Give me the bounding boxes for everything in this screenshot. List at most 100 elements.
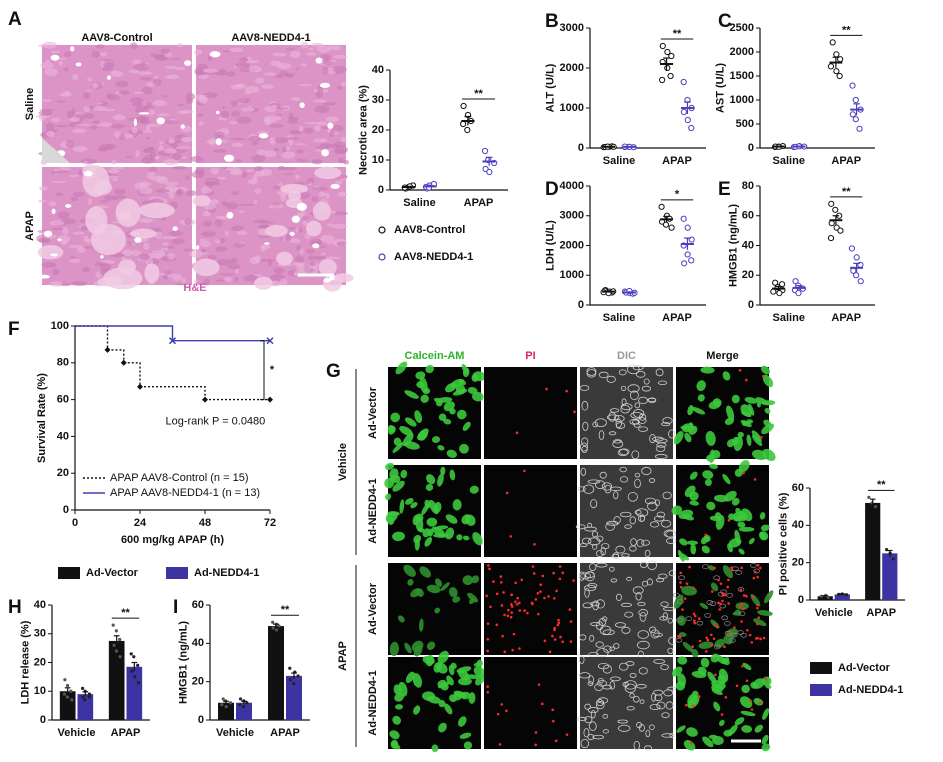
- tissue-texture: [89, 124, 99, 130]
- tissue-texture: [185, 175, 190, 180]
- nucleus: [733, 626, 736, 629]
- tissue-texture: [62, 227, 69, 235]
- cell: [759, 531, 766, 540]
- tissue-texture: [311, 196, 319, 202]
- cell: [677, 673, 687, 687]
- cell: [458, 677, 472, 686]
- nucleus: [505, 709, 508, 713]
- annotation: Log-rank P = 0.0480: [166, 416, 266, 428]
- y-tick-label: 40: [742, 239, 754, 251]
- tissue-texture: [101, 65, 114, 72]
- tissue-texture: [37, 199, 47, 203]
- cell-outline: [730, 632, 738, 638]
- cell-outline: [667, 647, 674, 654]
- cell-outline: [613, 643, 620, 649]
- cell-outline: [656, 701, 666, 710]
- x-tick-label: Saline: [603, 155, 635, 167]
- cell-outline: [622, 681, 629, 688]
- data-point: [659, 42, 666, 50]
- nucleus: [510, 605, 514, 608]
- cell: [673, 431, 684, 445]
- tissue-texture: [132, 102, 143, 107]
- cell: [456, 409, 467, 420]
- tissue-texture: [230, 257, 238, 265]
- cell-outline: [631, 450, 640, 460]
- cell-outline: [587, 479, 601, 484]
- tissue-texture: [259, 258, 275, 262]
- nucleus: [724, 696, 728, 699]
- cell-outline: [632, 409, 645, 418]
- nucleus: [507, 608, 510, 612]
- nucleus: [749, 699, 752, 703]
- cell-outline: [592, 734, 604, 740]
- tissue-texture: [312, 99, 327, 103]
- tissue-texture: [220, 68, 226, 73]
- y-tick-label: 1000: [730, 94, 754, 106]
- tissue-texture: [65, 139, 74, 148]
- data-point: [684, 251, 691, 258]
- tissue-texture: [107, 93, 121, 101]
- cell: [416, 381, 425, 389]
- significance: **: [281, 604, 290, 616]
- cell: [385, 493, 392, 501]
- nucleus: [573, 410, 576, 414]
- necrotic-area: [280, 183, 308, 194]
- nucleus: [569, 640, 573, 643]
- tissue-texture: [294, 143, 307, 146]
- cell-outline: [588, 675, 594, 685]
- cell-outline: [644, 497, 656, 505]
- tissue-texture: [317, 87, 324, 94]
- tissue-texture: [263, 72, 277, 76]
- significance-bracket: [260, 340, 265, 401]
- cell: [472, 532, 483, 546]
- nucleus: [496, 712, 500, 716]
- tissue-texture: [118, 90, 130, 95]
- cell-outline: [624, 524, 632, 529]
- data-point: [658, 203, 665, 210]
- nucleus: [756, 606, 759, 610]
- cell: [759, 512, 766, 520]
- vessel: [184, 60, 192, 66]
- nucleus: [677, 634, 680, 638]
- tissue-texture: [164, 65, 178, 69]
- nucleus: [692, 619, 696, 623]
- tissue-texture: [49, 281, 63, 287]
- tissue-texture: [40, 62, 54, 69]
- data-point: [836, 72, 843, 80]
- cell-outline: [581, 400, 589, 411]
- x-tick-label: 48: [199, 517, 211, 529]
- data-point: [664, 48, 671, 56]
- cell-outline: [620, 403, 633, 411]
- tissue-texture: [130, 42, 138, 49]
- data-point: [857, 278, 864, 285]
- nucleus: [735, 684, 739, 688]
- cell-outline: [713, 575, 720, 581]
- cell: [446, 449, 457, 458]
- cell: [709, 449, 715, 464]
- nucleus: [726, 585, 730, 589]
- cell-outline: [579, 385, 590, 391]
- tissue-texture: [223, 276, 233, 282]
- cell-outline: [578, 571, 585, 581]
- cell-outline: [615, 422, 626, 429]
- necrotic-area: [306, 220, 322, 237]
- nucleus: [506, 614, 510, 618]
- y-tick-label: 4000: [560, 180, 584, 192]
- cell-outline: [702, 564, 709, 570]
- vessel: [50, 54, 60, 61]
- bar: [218, 702, 234, 720]
- cell: [399, 499, 405, 514]
- nucleus: [755, 603, 759, 607]
- tissue-texture: [254, 273, 263, 277]
- cell: [683, 740, 696, 751]
- cell: [392, 442, 404, 453]
- data-point: [828, 220, 835, 227]
- y-tick-label: 1000: [560, 102, 584, 114]
- cell-outline: [634, 509, 642, 515]
- tissue-texture: [285, 136, 299, 141]
- cell-outline: [624, 683, 637, 693]
- tissue-texture: [126, 241, 133, 246]
- vessel: [134, 237, 142, 243]
- x-tick-label: Vehicle: [58, 727, 96, 739]
- vessel: [138, 112, 150, 115]
